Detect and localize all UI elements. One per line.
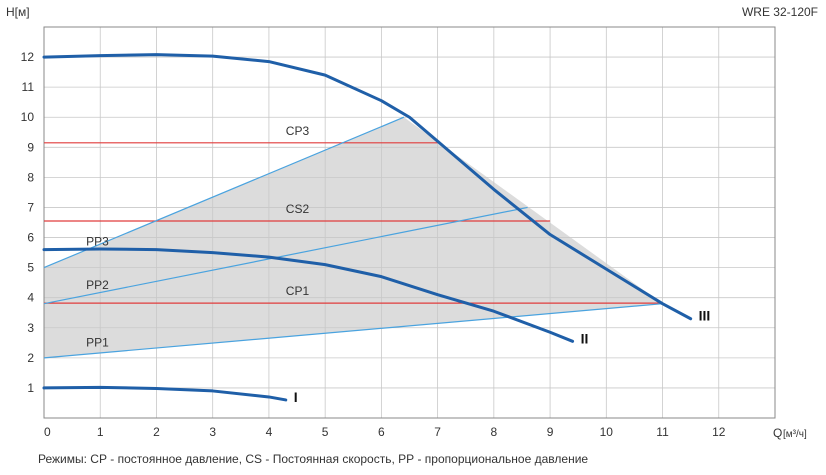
- plot-border: [43, 26, 776, 419]
- x-tick-label: 10: [600, 425, 614, 439]
- mode-label-pp2: PP2: [86, 278, 109, 292]
- curve-label-ii: II: [581, 330, 589, 346]
- pump-curve-ii: [42, 247, 575, 343]
- y-tick-label: 4: [27, 291, 34, 305]
- x-tick-label: 12: [712, 425, 726, 439]
- y-tick-label: 8: [27, 170, 34, 184]
- curve-label-i: I: [294, 389, 298, 405]
- plot-frame: [43, 26, 776, 419]
- proportional-line-pp2: [43, 206, 528, 305]
- x-tick-label: 6: [378, 425, 385, 439]
- modes-footnote: Режимы: СР - постоянное давление, СS - П…: [38, 452, 589, 466]
- x-tick-label: 0: [44, 425, 51, 439]
- x-tick-label: 2: [153, 425, 160, 439]
- x-axis-label: Q: [773, 426, 782, 440]
- x-tick-label: 5: [322, 425, 329, 439]
- x-tick-label: 8: [491, 425, 498, 439]
- pump-curves: [42, 53, 693, 402]
- constant-lines: [44, 142, 663, 304]
- model-title: WRE 32-120F: [742, 5, 818, 19]
- pump-curve-i: [42, 385, 288, 402]
- mode-label-cp1: CP1: [286, 284, 310, 298]
- y-tick-label: 3: [27, 321, 34, 335]
- x-tick-label: 4: [266, 425, 273, 439]
- proportional-lines: [43, 116, 663, 359]
- pump-curve-iii: [42, 53, 693, 321]
- y-tick-label: 10: [21, 110, 35, 124]
- y-tick-label: 2: [27, 351, 34, 365]
- y-tick-label: 9: [27, 140, 34, 154]
- mode-label-pp3: PP3: [86, 235, 109, 249]
- x-tick-label: 7: [434, 425, 441, 439]
- y-tick-label: 6: [27, 231, 34, 245]
- y-tick-label: 1: [27, 381, 34, 395]
- y-axis-label: H[м]: [6, 5, 30, 19]
- x-tick-label: 3: [209, 425, 216, 439]
- y-tick-label: 7: [27, 200, 34, 214]
- mode-label-cp3: CP3: [286, 124, 310, 138]
- y-tick-label: 12: [21, 50, 35, 64]
- y-tick-label: 11: [22, 80, 35, 94]
- mode-label-pp1: PP1: [86, 335, 109, 349]
- x-tick-label: 11: [656, 425, 669, 439]
- curve-label-iii: III: [699, 308, 711, 324]
- mode-label-cs2: CS2: [286, 202, 310, 216]
- x-tick-label: 1: [97, 425, 104, 439]
- x-axis-unit: [м³/ч]: [783, 429, 807, 440]
- x-tick-label: 9: [547, 425, 554, 439]
- proportional-line-pp1: [43, 303, 663, 359]
- proportional-line-pp3: [43, 116, 405, 269]
- y-tick-label: 5: [27, 261, 34, 275]
